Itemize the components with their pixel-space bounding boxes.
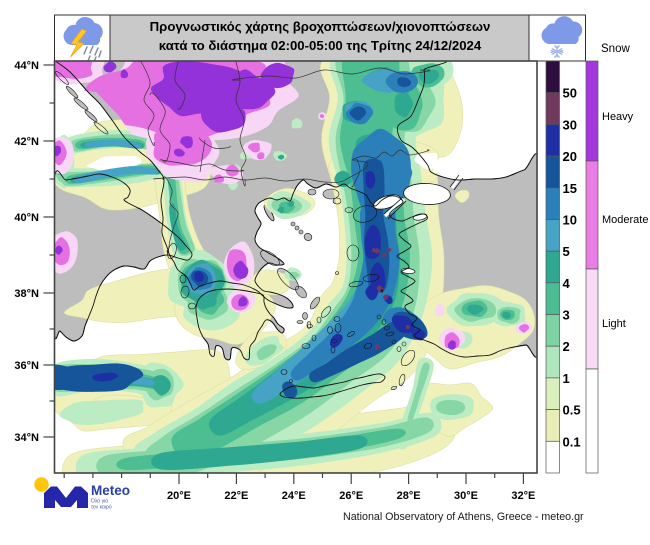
svg-text:34°N: 34°N	[14, 432, 39, 444]
svg-text:0.5: 0.5	[563, 403, 581, 418]
svg-text:38°N: 38°N	[14, 288, 39, 300]
svg-text:0.1: 0.1	[563, 434, 581, 449]
svg-text:National Observatory of Athens: National Observatory of Athens, Greece -…	[343, 511, 584, 523]
svg-text:Snow: Snow	[601, 43, 630, 55]
svg-text:τον καιρό: τον καιρό	[91, 504, 112, 511]
svg-text:Moderate: Moderate	[602, 214, 648, 226]
svg-text:Προγνωστικός χάρτης βροχοπτώσε: Προγνωστικός χάρτης βροχοπτώσεων/χιονοπτ…	[150, 19, 491, 34]
svg-text:30°E: 30°E	[454, 490, 478, 502]
svg-text:30: 30	[563, 117, 577, 132]
svg-text:κατά το διάστημα 02:00-05:00 τ: κατά το διάστημα 02:00-05:00 της Τρίτης …	[159, 38, 482, 53]
svg-text:15: 15	[563, 181, 577, 196]
svg-text:50: 50	[563, 86, 577, 101]
svg-text:20: 20	[563, 149, 577, 164]
svg-text:Heavy: Heavy	[602, 111, 634, 123]
svg-text:20°E: 20°E	[167, 490, 191, 502]
svg-text:24°E: 24°E	[282, 490, 306, 502]
svg-text:36°N: 36°N	[14, 360, 39, 372]
svg-text:3: 3	[563, 308, 570, 323]
svg-text:28°E: 28°E	[397, 490, 421, 502]
svg-text:Light: Light	[602, 318, 626, 330]
svg-text:40°N: 40°N	[14, 212, 39, 224]
svg-text:5: 5	[563, 244, 570, 259]
svg-text:Meteo: Meteo	[91, 483, 130, 498]
svg-text:44°N: 44°N	[14, 60, 39, 72]
svg-text:10: 10	[563, 213, 577, 228]
svg-text:22°E: 22°E	[224, 490, 248, 502]
svg-text:42°N: 42°N	[14, 136, 39, 148]
svg-text:26°E: 26°E	[339, 490, 363, 502]
svg-text:32°E: 32°E	[511, 490, 535, 502]
svg-text:Όλα για: Όλα για	[90, 499, 108, 505]
svg-text:4: 4	[563, 276, 571, 291]
svg-text:2: 2	[563, 339, 570, 354]
svg-text:1: 1	[563, 371, 570, 386]
